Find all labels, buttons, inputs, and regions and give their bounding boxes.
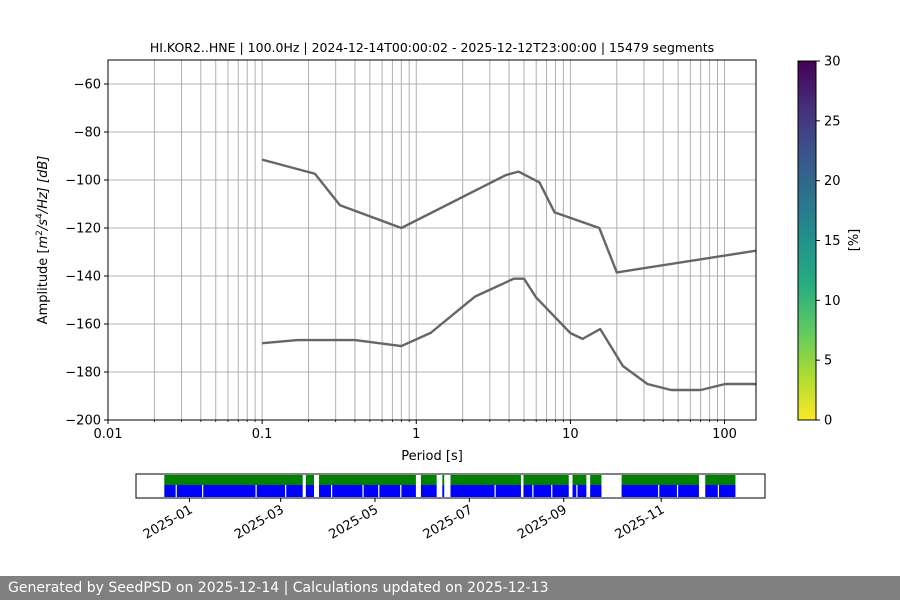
availability-green-segment — [164, 475, 303, 485]
colorbar-tick-label: 0 — [824, 414, 832, 429]
colorbar-tick-label: 25 — [824, 114, 841, 129]
x-axis-label: Period [s] — [401, 449, 463, 464]
availability-gap — [285, 485, 287, 497]
availability-blue-segment — [450, 485, 521, 497]
y-axis-label: Amplitude [m2/s4/Hz] [dB] — [35, 156, 51, 325]
colorbar-tick-label: 10 — [824, 294, 841, 309]
y-tick-label: −120 — [65, 222, 101, 237]
y-tick-label: −160 — [65, 318, 101, 333]
footer-banner: Generated by SeedPSD on 2025-12-14 | Cal… — [0, 576, 900, 600]
x-tick-label: 1 — [412, 427, 420, 442]
availability-gap — [576, 485, 578, 497]
availability-gap — [362, 485, 364, 497]
psd-figure: HI.KOR2..HNE | 100.0Hz | 2024-12-14T00:0… — [35, 40, 862, 543]
y-axis-ticks: −60 −80 −100 −120 −140 −160 −180 −200 — [65, 78, 108, 429]
availability-tick-label: 2025-05 — [326, 502, 381, 542]
availability-green-segment — [572, 475, 587, 485]
availability-gap — [658, 485, 660, 497]
availability-green-segment — [442, 475, 445, 485]
x-tick-label: 100 — [712, 427, 737, 442]
series-nhnm-line — [261, 158, 756, 274]
colorbar-tick-label: 30 — [824, 55, 841, 70]
availability-green-segment — [319, 475, 416, 485]
availability-gap — [551, 485, 553, 497]
data-availability-bar — [164, 475, 736, 497]
availability-gap — [378, 485, 380, 497]
availability-gap — [330, 485, 333, 497]
grid-lines — [107, 60, 756, 421]
noise-model-curves — [261, 158, 756, 392]
availability-blue-segment — [420, 485, 437, 497]
colorbar-label: [%] — [847, 229, 862, 252]
availability-frame — [135, 473, 766, 499]
availability-green-segment — [705, 475, 736, 485]
availability-green-segment — [420, 475, 437, 485]
availability-blue-segment — [319, 485, 416, 497]
availability-gap — [255, 485, 257, 497]
availability-tick-label: 2025-07 — [421, 502, 476, 542]
availability-blue-segment — [523, 485, 569, 497]
availability-blue-segment — [590, 485, 602, 497]
colorbar — [797, 60, 817, 421]
plot-frame — [107, 59, 757, 421]
availability-tick-label: 2025-03 — [232, 502, 287, 542]
availability-blue-segment — [442, 485, 445, 497]
availability-gap — [400, 485, 402, 497]
y-tick-label: −140 — [65, 270, 101, 285]
availability-gap — [494, 485, 496, 497]
availability-gap — [676, 485, 679, 497]
series-nlnm-line — [262, 277, 756, 392]
x-tick-label: 0.1 — [252, 427, 273, 442]
y-tick-label: −180 — [65, 366, 101, 381]
colorbar-ticks: 0 5 10 15 20 25 30 — [816, 55, 841, 429]
x-axis-ticks: 0.01 0.1 1 10 100 — [94, 420, 737, 442]
y-tick-label: −200 — [65, 414, 101, 429]
availability-green-segment — [305, 475, 315, 485]
availability-green-segment — [523, 475, 569, 485]
x-tick-label: 0.01 — [94, 427, 123, 442]
colorbar-tick-label: 15 — [824, 234, 841, 249]
availability-blue-segment — [705, 485, 736, 497]
availability-blue-segment — [572, 485, 587, 497]
availability-gap — [717, 485, 720, 497]
availability-blue-segment — [305, 485, 315, 497]
chart-title: HI.KOR2..HNE | 100.0Hz | 2024-12-14T00:0… — [150, 40, 714, 55]
x-tick-label: 10 — [562, 427, 579, 442]
availability-green-segment — [621, 475, 699, 485]
availability-gap — [175, 485, 177, 497]
y-tick-label: −80 — [74, 126, 101, 141]
availability-gap — [532, 485, 534, 497]
availability-date-ticks: 2025-01 2025-03 2025-05 2025-07 2025-09 2025-… — [141, 498, 667, 543]
availability-tick-label: 2025-11 — [613, 502, 668, 542]
availability-tick-label: 2025-01 — [141, 502, 196, 542]
availability-blue-segment — [621, 485, 699, 497]
availability-blue-segment — [164, 485, 303, 497]
availability-green-segment — [450, 475, 521, 485]
y-tick-label: −60 — [74, 78, 101, 93]
colorbar-tick-label: 20 — [824, 174, 841, 189]
availability-gap — [202, 485, 204, 497]
y-tick-label: −100 — [65, 174, 101, 189]
availability-green-segment — [590, 475, 602, 485]
availability-tick-label: 2025-09 — [515, 502, 570, 542]
colorbar-tick-label: 5 — [824, 354, 832, 369]
